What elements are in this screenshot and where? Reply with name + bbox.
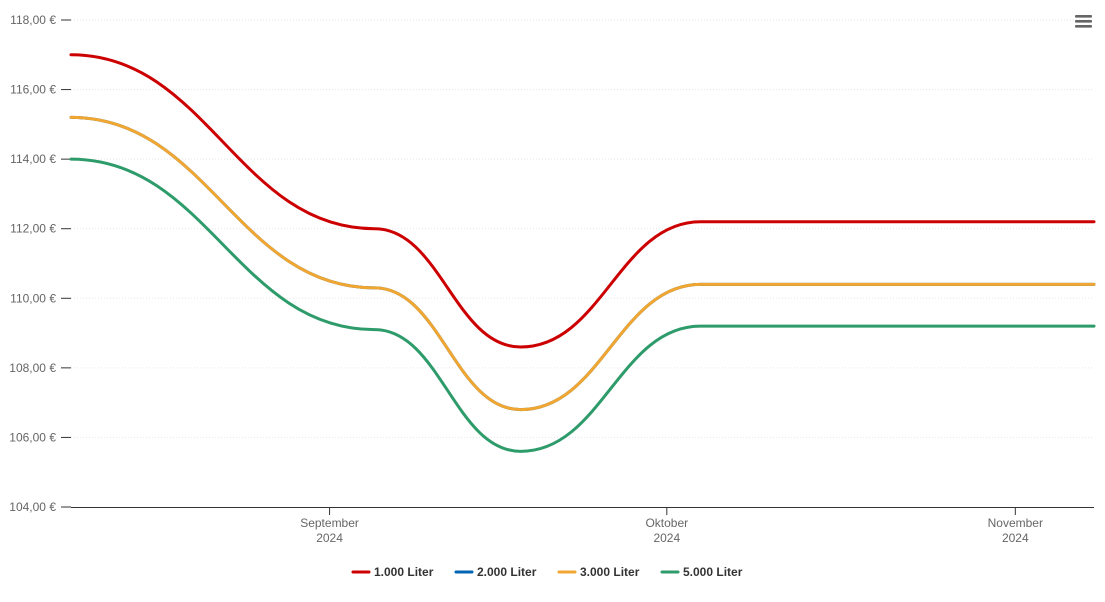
x-tick-label-month: Oktober <box>645 516 688 530</box>
x-tick-label-year: 2024 <box>316 531 343 545</box>
y-tick-label: 118,00 € <box>10 13 56 27</box>
x-tick-label-year: 2024 <box>1002 531 1029 545</box>
legend-label: 3.000 Liter <box>580 565 640 579</box>
legend-item[interactable]: 3.000 Liter <box>557 565 640 579</box>
legend-item[interactable]: 5.000 Liter <box>660 565 743 579</box>
legend-item[interactable]: 2.000 Liter <box>454 565 537 579</box>
y-tick-label: 112,00 € <box>10 222 56 236</box>
y-axis: 104,00 € 106,00 € 108,00 € 110,00 € 112,00 €… <box>9 13 71 514</box>
legend-item[interactable]: 1.000 Liter <box>351 565 434 579</box>
x-tick-label-month: September <box>300 516 359 530</box>
y-tick-label: 108,00 € <box>9 361 56 375</box>
series-line-3[interactable] <box>69 115 1096 412</box>
x-tick-label-year: 2024 <box>653 531 680 545</box>
grid-layer <box>71 19 1094 438</box>
legend-label: 5.000 Liter <box>683 565 743 579</box>
y-tick-label: 104,00 € <box>9 500 56 514</box>
series-line-2[interactable] <box>69 115 1096 412</box>
legend-label: 2.000 Liter <box>477 565 537 579</box>
legend: 1.000 Liter 2.000 Liter 3.000 Liter 5.000 L… <box>351 565 743 579</box>
y-tick-label: 106,00 € <box>9 430 56 444</box>
x-tick-label-month: November <box>988 516 1043 530</box>
legend-label: 1.000 Liter <box>374 565 434 579</box>
y-tick-label: 110,00 € <box>10 291 56 305</box>
series-line-4[interactable] <box>69 157 1096 453</box>
series-line-1[interactable] <box>69 53 1096 349</box>
hamburger-menu-icon[interactable] <box>1071 11 1095 33</box>
series-layer <box>69 53 1096 453</box>
y-tick-label: 116,00 € <box>10 83 56 97</box>
y-tick-label: 114,00 € <box>10 152 56 166</box>
